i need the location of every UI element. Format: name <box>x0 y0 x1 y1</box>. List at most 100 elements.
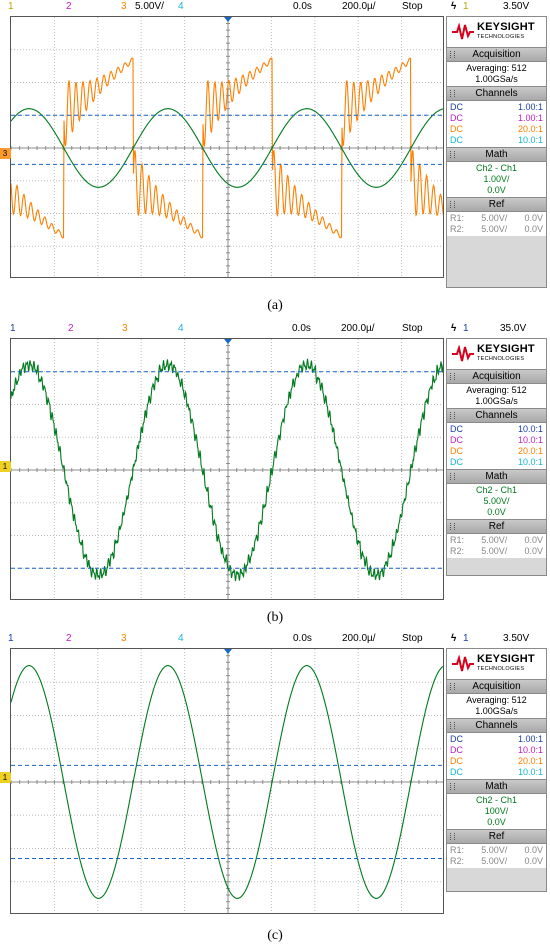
channel-1-label[interactable]: 1 <box>8 1 14 12</box>
brand-logo: KEYSIGHT TECHNOLOGIES <box>447 649 546 679</box>
probe-ratio: 10.0:1 <box>517 457 543 467</box>
ref-scale: 5.00V/ <box>481 845 508 855</box>
channel-3-row[interactable]: DC 20.0:1 <box>450 124 543 135</box>
delay-readout: 0.0s <box>293 633 312 644</box>
channels-header[interactable]: Channels <box>447 718 546 733</box>
ground-marker: 1 <box>0 772 11 783</box>
ref-label: R1: <box>450 845 465 855</box>
trigger-position-marker <box>224 17 232 22</box>
coupling: DC <box>450 756 463 766</box>
channel-2-row[interactable]: DC 1.00:1 <box>450 113 543 124</box>
waveform-svg <box>11 17 443 277</box>
caption: (a) <box>267 298 283 313</box>
waveform-display[interactable] <box>10 16 444 278</box>
run-state[interactable]: Stop <box>402 1 423 12</box>
ref-1-row: R1: 5.00V/0.0V <box>450 535 543 546</box>
channel-1-label[interactable]: 1 <box>8 633 14 644</box>
trigger-channel: 1 <box>463 633 469 644</box>
channel-1-row[interactable]: DC 10.0:1 <box>450 424 543 435</box>
scope-panel-c: 1 2 3 4 0.0s 200.0µ/ Stop ϟ 1 3.50V 1 KE… <box>0 632 550 950</box>
probe-ratio: 1.00:1 <box>517 102 543 112</box>
probe-ratio: 20.0:1 <box>517 124 543 134</box>
channel-3-row[interactable]: DC 20.0:1 <box>450 756 543 767</box>
coupling: DC <box>450 446 463 456</box>
run-state[interactable]: Stop <box>402 323 423 334</box>
trigger-level: 35.0V <box>500 323 527 334</box>
math-offset: 0.0V <box>487 185 506 195</box>
brand-subtitle: TECHNOLOGIES <box>477 666 525 672</box>
sample-rate: 1.00GSa/s <box>475 396 518 406</box>
brand-subtitle: TECHNOLOGIES <box>477 356 525 362</box>
channel-3-label[interactable]: 3 <box>121 633 127 644</box>
keysight-logo-icon <box>452 345 474 362</box>
math-header[interactable]: Math <box>447 147 546 162</box>
scope-sidebar: KEYSIGHT TECHNOLOGIES Acquisition Averag… <box>446 338 547 576</box>
channels-header[interactable]: Channels <box>447 86 546 101</box>
channel-2-label[interactable]: 2 <box>68 323 74 334</box>
math-expression: Ch2 - Ch1 <box>475 163 518 173</box>
trigger-level: 3.50V <box>503 1 530 12</box>
acquisition-header[interactable]: Acquisition <box>447 369 546 384</box>
trigger-icon: ϟ <box>451 1 457 12</box>
ref-label: R2: <box>450 856 465 866</box>
run-state[interactable]: Stop <box>402 633 423 644</box>
channel-1-row[interactable]: DC 1.00:1 <box>450 102 543 113</box>
channel-4-row[interactable]: DC 10.0:1 <box>450 457 543 468</box>
trigger-icon: ϟ <box>451 633 457 644</box>
channel-4-label[interactable]: 4 <box>178 633 184 644</box>
scope-sidebar: KEYSIGHT TECHNOLOGIES Acquisition Averag… <box>446 648 547 892</box>
ref-header[interactable]: Ref <box>447 197 546 212</box>
trigger-position-marker <box>224 649 232 654</box>
waveform-display[interactable] <box>10 338 444 600</box>
coupling: DC <box>450 745 463 755</box>
ground-marker: 1 <box>0 461 11 472</box>
channel-4-row[interactable]: DC 10.0:1 <box>450 135 543 146</box>
acquisition-header[interactable]: Acquisition <box>447 679 546 694</box>
channel-3-label[interactable]: 3 <box>121 1 127 12</box>
ref-header[interactable]: Ref <box>447 519 546 534</box>
ref-1-row: R1: 5.00V/0.0V <box>450 213 543 224</box>
caption: (b) <box>266 610 284 625</box>
scope-sidebar: KEYSIGHT TECHNOLOGIES Acquisition Averag… <box>446 16 547 288</box>
channel-2-label[interactable]: 2 <box>66 633 72 644</box>
delay-readout: 0.0s <box>292 323 311 334</box>
sample-rate: 1.00GSa/s <box>475 706 518 716</box>
waveform-display[interactable] <box>10 648 444 914</box>
waveform-trace-green <box>11 358 443 582</box>
channel-2-row[interactable]: DC 10.0:1 <box>450 745 543 756</box>
ref-offset: 0.0V <box>524 213 543 223</box>
scope-panel-a: 1 2 3 5.00V/ 4 0.0s 200.0µ/ Stop ϟ 1 3.5… <box>0 0 550 318</box>
channel-3-label[interactable]: 3 <box>122 323 128 334</box>
averaging-value: Averaging: 512 <box>466 385 527 395</box>
math-info: Ch2 - Ch1 1.00V/ 0.0V <box>447 162 546 197</box>
caption: (c) <box>267 928 283 943</box>
ref-scale: 5.00V/ <box>481 856 508 866</box>
brand-subtitle: TECHNOLOGIES <box>477 34 525 40</box>
channel-4-label[interactable]: 4 <box>178 1 184 12</box>
channels-header[interactable]: Channels <box>447 408 546 423</box>
channel-2-row[interactable]: DC 10.0:1 <box>450 435 543 446</box>
ref-offset: 0.0V <box>524 856 543 866</box>
scope-topbar: 1 2 3 4 0.0s 200.0µ/ Stop ϟ 1 3.50V <box>0 632 550 646</box>
waveform-trace-green <box>11 665 443 899</box>
math-scale: 1.00V/ <box>483 174 510 184</box>
acquisition-header[interactable]: Acquisition <box>447 47 546 62</box>
averaging-value: Averaging: 512 <box>466 63 527 73</box>
math-header[interactable]: Math <box>447 469 546 484</box>
channel-2-label[interactable]: 2 <box>66 1 72 12</box>
ref-info: R1: 5.00V/0.0V R2: 5.00V/0.0V <box>447 212 546 236</box>
delay-readout: 0.0s <box>293 1 312 12</box>
math-offset: 0.0V <box>487 817 506 827</box>
ref-header[interactable]: Ref <box>447 829 546 844</box>
channel-1-label[interactable]: 1 <box>10 323 16 334</box>
channel-4-row[interactable]: DC 10.0:1 <box>450 767 543 778</box>
channel-1-row[interactable]: DC 1.00:1 <box>450 734 543 745</box>
math-header[interactable]: Math <box>447 779 546 794</box>
math-expression: Ch2 - Ch1 <box>475 485 518 495</box>
ground-marker: 3 <box>0 148 11 159</box>
channel-3-row[interactable]: DC 20.0:1 <box>450 446 543 457</box>
channel-4-label[interactable]: 4 <box>178 323 184 334</box>
ref-scale: 5.00V/ <box>481 224 508 234</box>
probe-ratio: 10.0:1 <box>517 435 543 445</box>
trigger-channel: 1 <box>463 323 469 334</box>
